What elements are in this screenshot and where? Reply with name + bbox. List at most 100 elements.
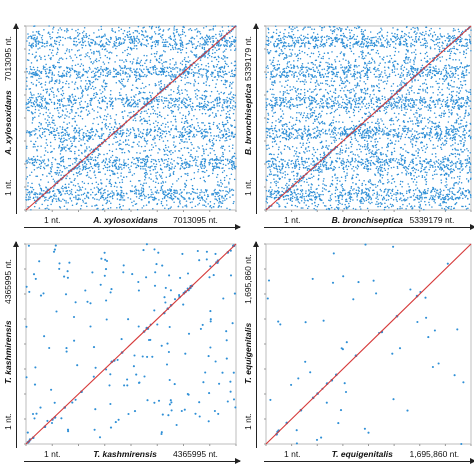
dot	[182, 135, 185, 138]
dot	[29, 99, 32, 101]
dot	[208, 115, 210, 117]
dot	[100, 28, 103, 30]
dot	[228, 188, 231, 190]
dot	[127, 67, 129, 70]
dot	[81, 95, 84, 98]
dot	[181, 132, 184, 134]
dot	[231, 75, 234, 77]
dot	[226, 57, 228, 59]
dot	[79, 71, 81, 73]
dot	[158, 25, 160, 27]
dot	[93, 198, 96, 200]
dot	[325, 168, 328, 171]
x-axis-arrow	[24, 224, 241, 230]
dot	[214, 69, 216, 71]
dot	[61, 143, 64, 146]
dot	[222, 167, 224, 169]
dot	[100, 137, 103, 140]
dot	[196, 35, 198, 37]
dot	[63, 97, 65, 100]
dot	[36, 155, 39, 157]
dot	[172, 57, 174, 60]
dot	[357, 186, 359, 188]
dot	[162, 65, 164, 67]
dot	[64, 132, 66, 135]
dot	[165, 70, 168, 73]
dot	[174, 43, 176, 45]
dot	[154, 142, 156, 144]
dot	[46, 119, 49, 121]
dot	[61, 58, 64, 60]
dot	[227, 121, 229, 124]
dot	[156, 113, 159, 115]
dot	[25, 198, 27, 201]
dot	[83, 182, 86, 185]
dot	[80, 144, 83, 147]
dot	[90, 148, 93, 150]
dot	[222, 51, 225, 53]
dot	[128, 26, 131, 29]
dot	[36, 193, 39, 195]
dot	[73, 40, 75, 43]
dot	[168, 43, 171, 45]
dot	[96, 156, 99, 159]
dot	[155, 172, 157, 174]
dot	[52, 54, 54, 57]
dot	[161, 177, 163, 179]
dot	[121, 134, 123, 136]
dot	[144, 197, 146, 200]
dot	[104, 35, 106, 37]
dot	[66, 133, 69, 136]
dot	[55, 53, 58, 55]
dot	[59, 140, 62, 143]
dot	[232, 112, 235, 115]
dot	[438, 121, 441, 124]
dot	[61, 98, 63, 100]
dot	[312, 122, 315, 125]
dot	[434, 166, 437, 168]
dot	[186, 93, 189, 96]
dot	[157, 158, 160, 161]
dot	[219, 137, 222, 139]
dot	[45, 111, 47, 114]
dot	[106, 50, 108, 52]
dot	[42, 66, 45, 69]
dot	[208, 139, 211, 142]
dot	[172, 115, 175, 117]
dot	[119, 72, 121, 75]
dot	[164, 88, 167, 91]
dot	[117, 165, 120, 168]
dot	[203, 191, 205, 194]
dot	[47, 109, 50, 111]
dot	[401, 96, 404, 98]
dot	[140, 189, 143, 191]
dot	[74, 126, 76, 129]
dot	[61, 170, 64, 173]
dot	[49, 173, 51, 175]
dot	[114, 31, 117, 34]
dot	[143, 26, 145, 29]
dot	[213, 190, 216, 192]
dot	[28, 88, 31, 90]
dot	[138, 133, 140, 136]
dot	[38, 163, 41, 166]
dot	[114, 135, 116, 138]
dot	[180, 147, 183, 150]
dot	[312, 128, 314, 131]
dot	[30, 44, 33, 46]
dot	[142, 34, 145, 37]
dot	[119, 147, 121, 150]
dot	[51, 36, 53, 39]
dot	[90, 177, 92, 179]
dot	[120, 172, 122, 174]
dot	[74, 43, 76, 46]
dot	[182, 99, 184, 101]
dot	[115, 182, 117, 184]
dot	[84, 168, 87, 171]
dot	[223, 128, 226, 130]
dot	[341, 28, 343, 30]
dot	[148, 149, 151, 151]
dot	[170, 149, 172, 152]
dot	[98, 97, 101, 100]
dot	[112, 30, 114, 33]
